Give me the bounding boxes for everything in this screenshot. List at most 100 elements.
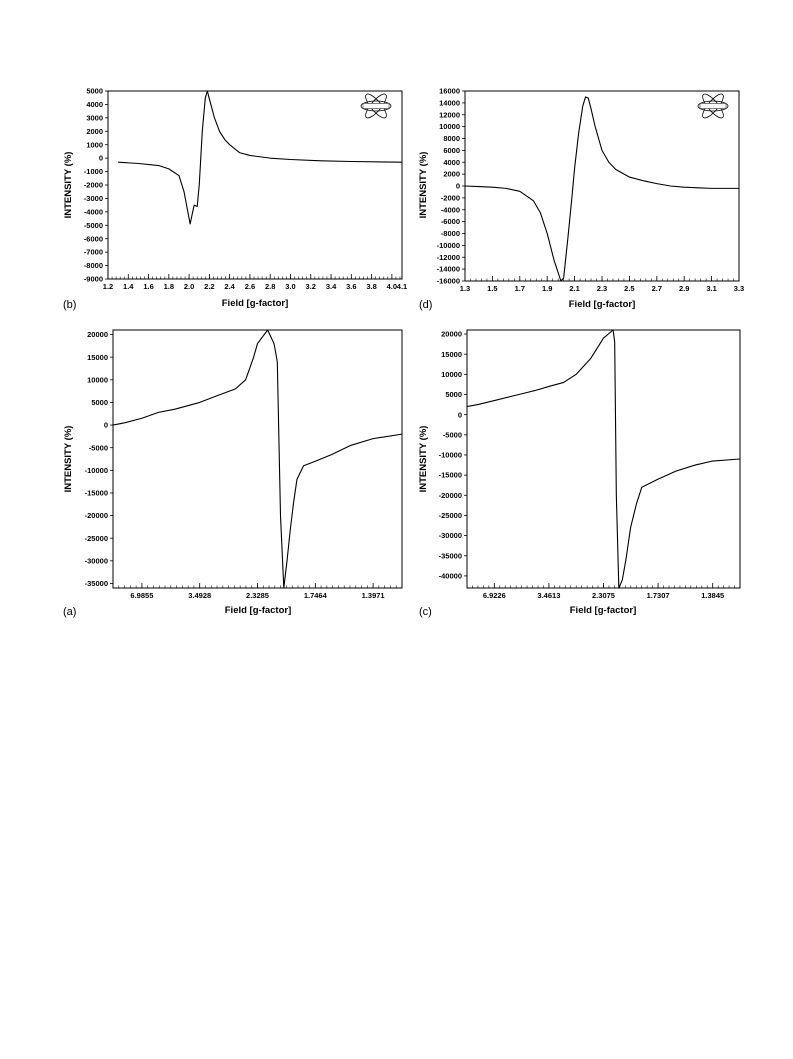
y-tick-label-b: 5000 [86, 87, 103, 96]
plot-frame-a [112, 329, 403, 589]
chart-panel-d: 16000 14000 12000 10000 8000 6000 4000 2000 0 -20… [418, 87, 744, 311]
y-axis-title-c: INTENSITY (%) [418, 426, 429, 493]
y-tick-label-d: -14000 [437, 265, 460, 274]
y-tick-label-d: -12000 [437, 253, 460, 262]
x-tick-label-d: 2.3 [597, 284, 607, 293]
x-tick-label-d: 2.9 [679, 284, 689, 293]
y-tick-label-c: 15000 [441, 350, 462, 359]
y-tick-label-b: -4000 [84, 207, 103, 216]
y-tick-label-c: -20000 [439, 491, 462, 500]
y-tick-label-b: -6000 [84, 234, 103, 243]
y-tick-label-d: 8000 [443, 134, 460, 143]
y-tick-label-d: 12000 [439, 110, 460, 119]
y-tick-label-b: -2000 [84, 181, 103, 190]
x-tick-label-a: 2.3285 [246, 591, 269, 600]
y-tick-label-d: -2000 [441, 193, 460, 202]
x-tick-label-b: 2.6 [245, 282, 255, 291]
y-tick-label-c: 0 [458, 410, 462, 419]
y-tick-label-d: -6000 [441, 217, 460, 226]
x-tick-label-c: 1.3845 [701, 591, 724, 600]
x-tick-label-d: 2.5 [624, 284, 634, 293]
spectrum-line-d [464, 96, 739, 282]
chart-panel-a: 20000 15000 10000 5000 0 -5000 -10000 -15000 -20… [63, 329, 403, 618]
x-tick-label-d: 1.7 [515, 284, 525, 293]
x-tick-label-b: 3.2 [306, 282, 316, 291]
y-tick-label-c: -10000 [439, 451, 462, 460]
y-tick-label-a: -5000 [89, 443, 108, 452]
x-tick-label-b: 1.4 [123, 282, 134, 291]
x-tick-label-b: 1.8 [164, 282, 174, 291]
y-tick-label-b: -3000 [84, 194, 103, 203]
x-tick-label-b: 2.2 [204, 282, 214, 291]
y-tick-label-d: 6000 [443, 146, 460, 155]
x-tick-label-b: 1.6 [143, 282, 153, 291]
plot-frame-b [107, 90, 403, 280]
x-tick-label-d: 2.1 [569, 284, 579, 293]
panel-label-a: (a) [63, 606, 76, 618]
x-axis-title-b: Field [g-factor] [222, 298, 289, 309]
x-axis-title-c: Field [g-factor] [570, 605, 637, 616]
y-tick-label-c: -30000 [439, 531, 462, 540]
y-tick-label-b: -8000 [84, 261, 103, 270]
y-tick-label-b: -1000 [84, 167, 103, 176]
y-tick-label-c: -5000 [443, 430, 462, 439]
panel-label-d: (d) [419, 299, 432, 311]
x-tick-label-d: 3.1 [706, 284, 716, 293]
y-tick-label-a: -35000 [85, 579, 108, 588]
y-tick-label-c: -40000 [439, 572, 462, 581]
y-tick-label-b: 0 [99, 154, 103, 163]
y-axis-title-b: INTENSITY (%) [63, 152, 74, 219]
y-tick-label-b: 3000 [86, 113, 103, 122]
y-tick-label-a: 5000 [91, 398, 108, 407]
y-tick-label-d: -10000 [437, 241, 460, 250]
x-tick-label-b: 3.4 [326, 282, 337, 291]
y-tick-label-b: 1000 [86, 140, 103, 149]
x-tick-label-c: 3.4613 [537, 591, 560, 600]
plot-frame-c [466, 329, 741, 589]
x-axis-title-a: Field [g-factor] [225, 605, 292, 616]
x-tick-label-a: 3.4928 [188, 591, 211, 600]
y-tick-label-c: 5000 [445, 390, 462, 399]
spectrum-line-a [112, 329, 403, 589]
x-tick-label-b: 2.4 [224, 282, 235, 291]
spectrum-line-b [118, 90, 403, 225]
x-tick-label-d: 1.5 [487, 284, 497, 293]
y-tick-label-a: -30000 [85, 556, 108, 565]
y-tick-label-b: -7000 [84, 248, 103, 257]
y-tick-label-d: 14000 [439, 98, 460, 107]
x-tick-label-b: 3.0 [285, 282, 295, 291]
y-tick-label-b: 4000 [86, 100, 103, 109]
y-tick-label-d: 16000 [439, 87, 460, 96]
y-tick-label-b: -9000 [84, 275, 103, 284]
x-tick-label-c: 6.9226 [483, 591, 506, 600]
x-tick-label-b: 1.2 [103, 282, 113, 291]
panel-label-b: (b) [63, 299, 76, 311]
y-tick-label-b: 2000 [86, 127, 103, 136]
y-axis-title-a: INTENSITY (%) [63, 426, 74, 493]
y-axis-title-d: INTENSITY (%) [418, 152, 429, 219]
y-tick-label-a: -20000 [85, 511, 108, 520]
y-tick-label-c: -35000 [439, 551, 462, 560]
chart-panel-c: 20000 15000 10000 5000 0 -5000 -10000 -15000 -20… [418, 329, 741, 618]
panel-label-c: (c) [419, 606, 432, 618]
y-tick-label-a: -15000 [85, 489, 108, 498]
x-tick-label-a: 1.7464 [304, 591, 328, 600]
x-tick-label-b: 3.6 [346, 282, 356, 291]
x-tick-label-b: 4.1 [397, 282, 407, 291]
y-tick-label-a: -10000 [85, 466, 108, 475]
x-tick-label-b: 2.8 [265, 282, 275, 291]
y-tick-label-c: 20000 [441, 330, 462, 339]
y-tick-label-b: -5000 [84, 221, 103, 230]
plot-frame-d [464, 90, 740, 282]
y-tick-label-a: 15000 [87, 353, 108, 362]
y-tick-label-d: 4000 [443, 158, 460, 167]
x-tick-label-d: 2.7 [652, 284, 662, 293]
x-tick-label-d: 1.3 [460, 284, 470, 293]
x-tick-label-c: 2.3075 [592, 591, 615, 600]
y-tick-label-a: -25000 [85, 534, 108, 543]
y-tick-label-d: -8000 [441, 229, 460, 238]
y-tick-label-a: 0 [104, 421, 108, 430]
x-tick-label-b: 2.0 [184, 282, 194, 291]
y-tick-label-d: -16000 [437, 277, 460, 286]
x-axis-title-d: Field [g-factor] [569, 299, 636, 310]
